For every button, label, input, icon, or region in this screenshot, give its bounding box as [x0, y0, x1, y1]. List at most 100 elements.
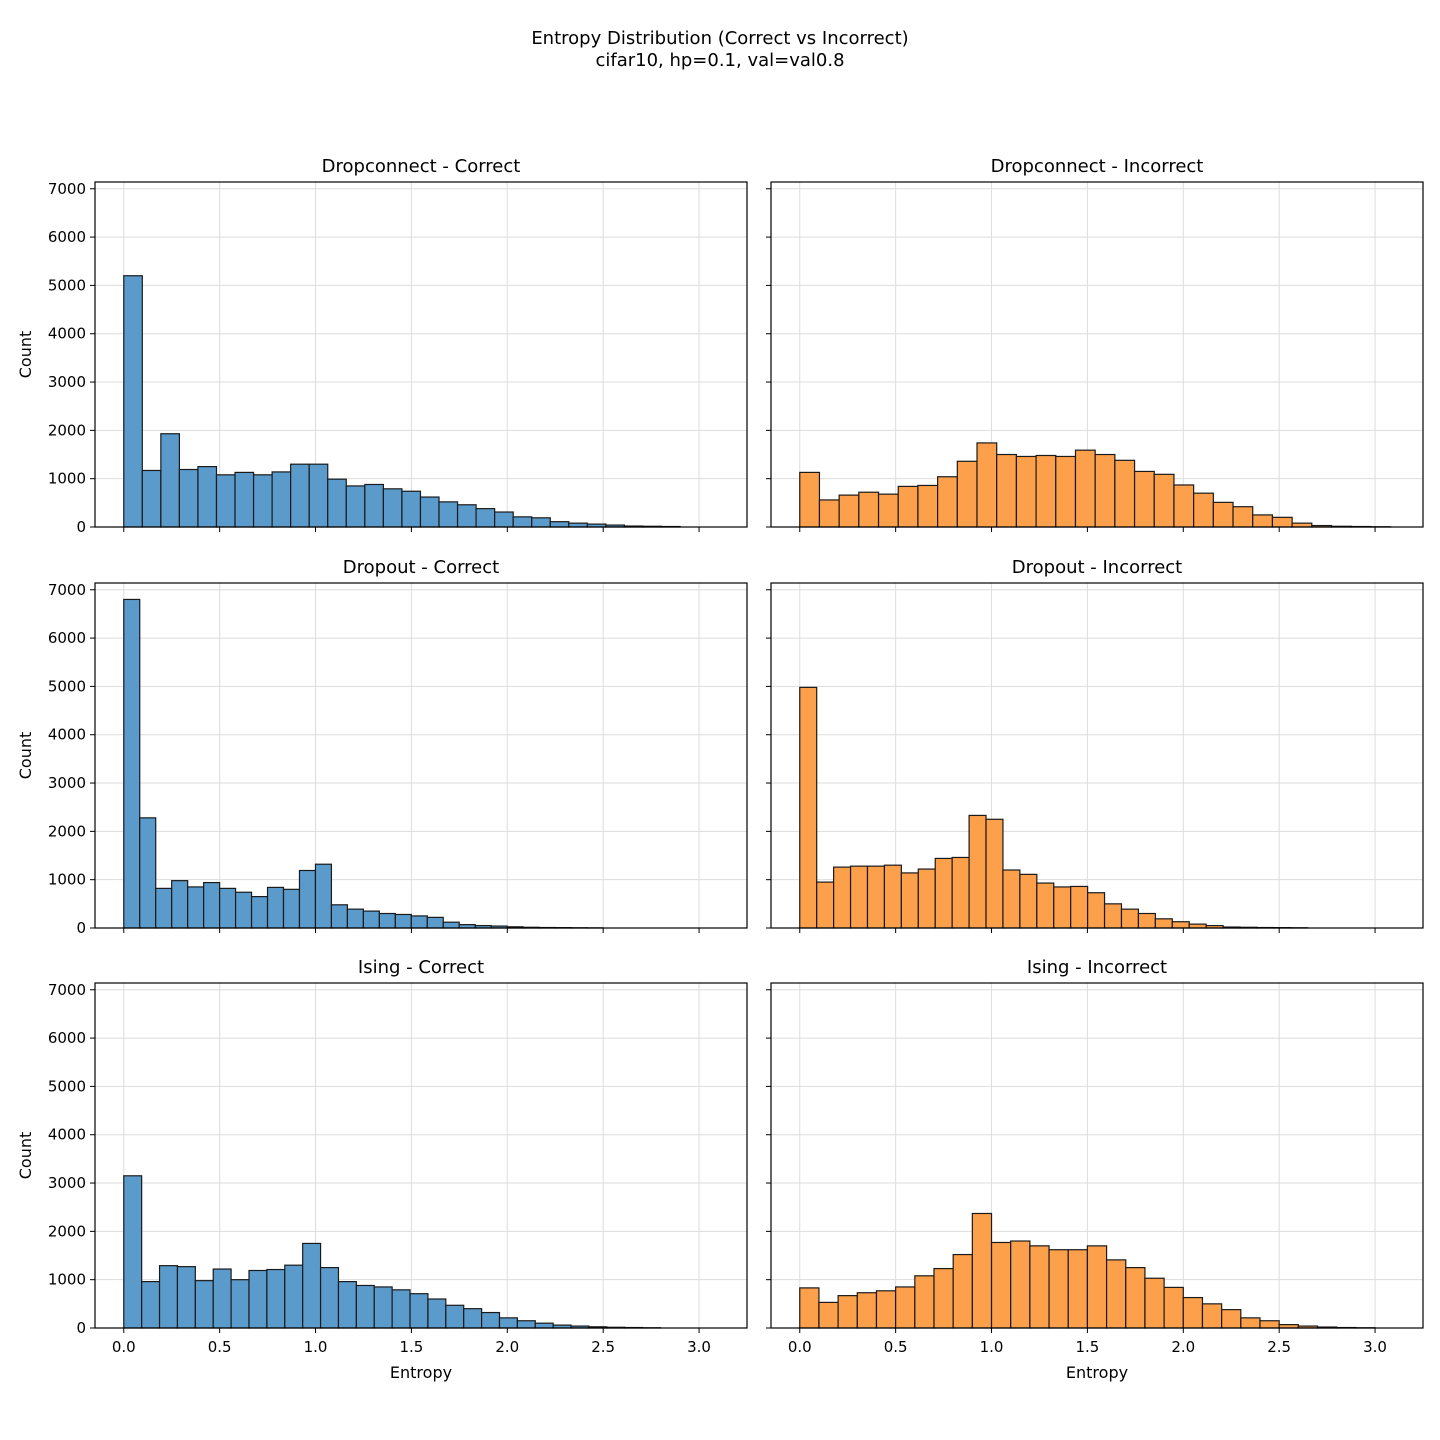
histogram-bar	[463, 1308, 483, 1329]
y-tick-label: 0	[76, 919, 86, 937]
histogram-bar	[849, 865, 869, 929]
histogram-bar	[1212, 501, 1234, 528]
histogram-bar	[426, 916, 444, 929]
subplot-title: Dropout - Incorrect	[1012, 557, 1182, 578]
y-tick-label: 7000	[48, 981, 86, 999]
histogram-bar	[219, 887, 237, 929]
y-tick-label: 4000	[48, 726, 86, 744]
histogram-bar	[250, 895, 269, 929]
histogram-bar	[290, 463, 310, 528]
histogram-bar	[917, 484, 939, 528]
histogram-bar	[442, 921, 460, 929]
histogram-bar	[1163, 1286, 1184, 1329]
histogram-bar	[410, 915, 428, 929]
plot-frame	[770, 582, 1424, 929]
plot-frame	[770, 982, 1424, 1329]
histogram-bar	[178, 468, 199, 528]
histogram-bar	[302, 1242, 322, 1329]
histogram-bar	[968, 814, 987, 929]
histogram-bar	[194, 1280, 214, 1329]
histogram-bar	[976, 442, 998, 528]
histogram-bar	[155, 887, 173, 929]
histogram-bar	[230, 1279, 250, 1329]
histogram-bar	[158, 1265, 179, 1329]
histogram-bar	[1259, 1320, 1280, 1329]
histogram-bar	[327, 478, 347, 528]
histogram-bar	[549, 521, 570, 528]
histogram-bar	[837, 1295, 858, 1329]
histogram-bar	[141, 1281, 161, 1329]
histogram-bar	[1036, 882, 1055, 929]
histogram-bar	[394, 913, 412, 929]
histogram-bar	[373, 1286, 393, 1329]
histogram-bar	[401, 490, 422, 528]
histogram-bar	[438, 501, 459, 528]
histogram-bar	[856, 1292, 878, 1329]
histogram-bar	[427, 1298, 447, 1329]
histogram-bar	[1103, 903, 1123, 929]
histogram-bar	[1002, 869, 1021, 929]
subplot-title: Ising - Correct	[358, 957, 484, 978]
y-axis-label: Count	[16, 732, 35, 780]
histogram-bar	[799, 686, 818, 929]
histogram-bar	[1094, 453, 1116, 528]
histogram-bar	[362, 910, 380, 929]
histogram-bar	[1182, 1296, 1204, 1329]
histogram-bar	[382, 488, 403, 528]
histogram-bar	[934, 857, 953, 929]
subplot-2: Dropconnect - Incorrect	[766, 156, 1424, 532]
histogram-bar	[234, 891, 253, 929]
histogram-bar	[308, 463, 329, 528]
histogram-bar	[900, 872, 919, 929]
histogram-bar	[319, 1267, 340, 1329]
histogram-bar	[141, 469, 162, 528]
y-tick-label: 3000	[48, 373, 86, 391]
histogram-bar	[512, 516, 533, 528]
histogram-bar	[1029, 1245, 1050, 1329]
histogram-bar	[1271, 516, 1293, 528]
histogram-bar	[951, 856, 970, 929]
y-tick-label: 5000	[48, 276, 86, 294]
histogram-bar	[1173, 484, 1195, 528]
plot-frame	[770, 181, 1424, 528]
y-tick-label: 6000	[48, 228, 86, 246]
histogram-bar	[883, 864, 902, 929]
histogram-bar	[917, 868, 936, 929]
histogram-bar	[212, 1268, 232, 1329]
histogram-bar	[1114, 459, 1136, 528]
histogram-bar	[996, 453, 1018, 528]
histogram-bar	[799, 471, 821, 528]
histogram-bar	[419, 496, 440, 528]
histogram-bar	[895, 1286, 916, 1329]
histogram-bar	[1074, 449, 1096, 528]
histogram-bar	[1048, 1249, 1069, 1329]
histogram-bar	[1125, 1267, 1146, 1329]
histogram-bar	[1144, 1277, 1165, 1329]
x-tick-label: 2.0	[495, 1338, 519, 1356]
subplot-1: 0 1000 2000 3000 4000 5000 6000 7000 Dropconnect…	[16, 156, 748, 536]
histogram-bar	[833, 866, 852, 929]
y-tick-label: 0	[76, 1319, 86, 1337]
histogram-bar	[123, 598, 141, 929]
histogram-bar	[1232, 506, 1254, 528]
histogram-bar	[252, 474, 273, 528]
histogram-bar	[298, 869, 317, 929]
x-axis-label: Entropy	[1066, 1363, 1128, 1382]
subplot-grid: 0 1000 2000 3000 4000 5000 6000 7000 Dropconnect…	[16, 156, 1424, 1382]
histogram-bar	[498, 1317, 518, 1329]
x-tick-label: 1.0	[304, 1338, 328, 1356]
histogram-bar	[1120, 908, 1140, 929]
histogram-bar	[818, 1301, 839, 1329]
histogram-bar	[248, 1269, 268, 1329]
histogram-bar	[1171, 921, 1190, 929]
histogram-bar	[1153, 473, 1175, 528]
histogram-bar	[531, 517, 551, 528]
histogram-bar	[1067, 1249, 1089, 1329]
histogram-bar	[818, 499, 840, 528]
x-tick-label: 0.5	[884, 1338, 908, 1356]
figure-title: Entropy Distribution (Correct vs Incorre…	[531, 28, 908, 49]
histogram-bar	[516, 1320, 536, 1329]
histogram-bar	[1035, 454, 1057, 528]
histogram-bar	[1201, 1303, 1223, 1329]
histogram-bar	[160, 433, 180, 528]
